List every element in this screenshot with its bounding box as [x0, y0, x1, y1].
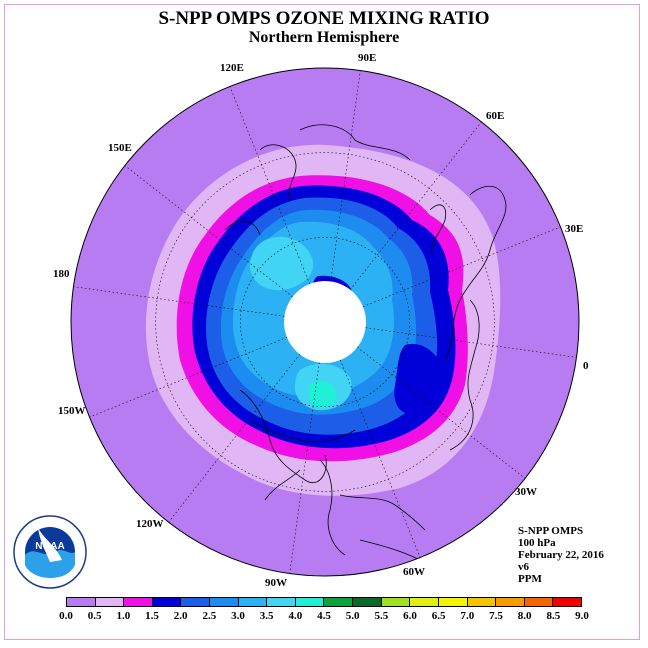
- colorbar-bin: [210, 598, 239, 606]
- graticule: [73, 70, 577, 574]
- colorbar-bin: [238, 598, 268, 606]
- colorbar: [66, 597, 582, 607]
- colorbar-tick-label: 5.0: [345, 610, 360, 622]
- colorbar-tick-label: 4.0: [288, 610, 303, 622]
- meridian-line: [124, 165, 293, 297]
- lon-label-90e: 90E: [358, 52, 377, 64]
- meridian-line: [365, 327, 577, 358]
- colorbar-tick-label: 8.0: [517, 610, 532, 622]
- colorbar-bin: [267, 598, 296, 606]
- meridian-line: [168, 354, 300, 523]
- coastlines: [224, 124, 507, 561]
- info-level: 100 hPa: [518, 537, 556, 549]
- colorbar-tick-label: 1.0: [116, 610, 131, 622]
- colorbar-bin: [67, 598, 96, 606]
- colorbar-tick-label: 5.5: [374, 610, 389, 622]
- info-date: February 22, 2016: [518, 549, 604, 561]
- colorbar-tick-label: 3.5: [259, 610, 274, 622]
- colorbar-bin: [410, 598, 439, 606]
- colorbar-bin: [152, 598, 182, 606]
- plot-frame: [4, 4, 640, 640]
- colorbar-bin: [295, 598, 325, 606]
- colorbar-tick-label: 7.5: [489, 610, 503, 622]
- colorbar-tick-label: 4.5: [317, 610, 331, 622]
- lon-label-120w: 120W: [136, 518, 164, 530]
- colorbar-tick-label: 2.5: [202, 610, 217, 622]
- lon-label-180: 180: [53, 268, 70, 280]
- colorbar-bin: [181, 598, 211, 606]
- colorbar-bin: [353, 598, 382, 606]
- polar-gap: [284, 281, 366, 363]
- info-instrument: S-NPP OMPS: [518, 525, 584, 537]
- map-boundary: [70, 67, 580, 577]
- lon-label-150w: 150W: [58, 405, 86, 417]
- lon-label-60e: 60E: [486, 110, 505, 122]
- colorbar-tick-label: 0.5: [87, 610, 102, 622]
- colorbar-tick-label: 6.0: [403, 610, 417, 622]
- colorbar-tick-label: 0.0: [59, 610, 73, 622]
- lon-label-150e: 150E: [108, 142, 132, 154]
- ozone-region-teal: [308, 380, 337, 409]
- colorbar-tick-label: 6.5: [431, 610, 446, 622]
- meridian-line: [350, 121, 482, 290]
- colorbar-bin: [553, 598, 581, 606]
- lon-label-120e: 120E: [220, 62, 244, 74]
- colorbar-tick-label: 7.0: [460, 610, 475, 622]
- colorbar-bin: [381, 598, 411, 606]
- lon-label-90w: 90W: [265, 577, 287, 589]
- colorbar-bin: [496, 598, 525, 606]
- latitude-circle: [155, 152, 495, 492]
- ozone-region-cyan: [249, 236, 314, 291]
- ozone-region-dark-blue-2: [394, 343, 443, 415]
- colorbar-bin: [524, 598, 554, 606]
- info-block: S-NPP OMPS 100 hPa February 22, 2016 v6 …: [518, 525, 604, 585]
- lon-label-30e: 30E: [565, 223, 584, 235]
- lon-label-0: 0: [583, 360, 589, 372]
- colorbar-bin: [467, 598, 497, 606]
- colorbar-tick-label: 2.0: [173, 610, 188, 622]
- meridian-line: [362, 226, 561, 307]
- colorbar-tick-label: 3.0: [231, 610, 245, 622]
- colorbar-tick-label: 1.5: [145, 610, 159, 622]
- meridian-line: [357, 347, 526, 479]
- latitude-circle: [240, 237, 410, 407]
- map-title: S-NPP OMPS OZONE MIXING RATIO: [158, 8, 490, 29]
- lon-label-30w: 30W: [515, 486, 537, 498]
- meridian-line: [289, 362, 320, 574]
- lon-label-60w: 60W: [403, 566, 425, 578]
- colorbar-tick-label: 8.5: [546, 610, 561, 622]
- colorbar-bin: [324, 598, 354, 606]
- colorbar-bin: [124, 598, 153, 606]
- map-subtitle: Northern Hemisphere: [248, 29, 400, 46]
- info-version: v6: [518, 561, 529, 573]
- info-units: PPM: [518, 573, 542, 585]
- colorbar-bin: [95, 598, 125, 606]
- colorbar-bin: [438, 598, 468, 606]
- colorbar-tick-label: 9.0: [575, 610, 589, 622]
